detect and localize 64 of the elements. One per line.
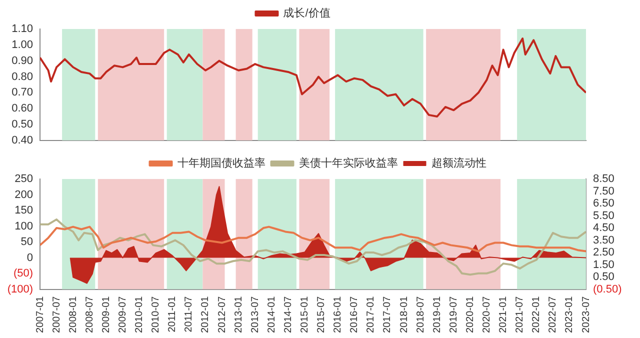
x-tick-label: 2018-01 [398, 296, 410, 334]
y-tick-label: 0.40 [12, 134, 33, 146]
y-tick-label: (50) [13, 268, 33, 280]
y2-tick-label: 2.50 [593, 246, 614, 259]
legend-label: 美债十年实际收益率 [298, 156, 398, 170]
x-tick-label: 2007-07 [51, 296, 62, 334]
y2-tick-label: 7.50 [593, 185, 614, 198]
x-tick-label: 2020-07 [481, 296, 492, 334]
x-tick-label: 2015-07 [316, 296, 328, 334]
x-tick-label: 2009-07 [117, 296, 128, 334]
x-tick-label: 2012-01 [200, 296, 212, 334]
x-tick-label: 2013-07 [250, 296, 261, 334]
y-tick-label: 150 [14, 204, 33, 217]
x-tick-label: 2020-01 [464, 296, 476, 334]
y-tick-label: (100) [7, 283, 33, 296]
x-tick-label: 2012-07 [216, 296, 228, 334]
x-tick-label: 2016-07 [349, 296, 360, 334]
y-tick-label: 0 [26, 252, 33, 264]
x-tick-label: 2018-07 [415, 296, 426, 334]
y2-tick-label: 8.50 [593, 173, 614, 186]
x-tick-label: 2014-01 [266, 296, 278, 334]
x-tick-label: 2019-07 [448, 296, 460, 334]
x-tick-label: 2022-01 [531, 296, 542, 334]
x-tick-label: 2008-01 [68, 296, 79, 334]
y-tick-label: 1.10 [12, 23, 33, 36]
x-tick-label: 2014-07 [282, 296, 294, 334]
y-tick-label: 0.70 [12, 86, 33, 99]
y2-tick-label: 4.50 [593, 222, 614, 234]
x-tick-label: 2011-01 [167, 296, 178, 332]
legend-label: 超额流动性 [431, 156, 486, 170]
y-tick-label: 250 [14, 173, 33, 186]
x-tick-label: 2017-07 [382, 296, 394, 334]
y2-tick-label: (0.50) [593, 283, 622, 296]
x-tick-label: 2016-01 [332, 296, 344, 334]
y2-tick-label: 0.50 [593, 271, 614, 284]
x-tick-label: 2022-07 [548, 296, 559, 334]
x-tick-label: 2007-01 [34, 296, 46, 334]
y2-tick-label: 1.50 [593, 258, 614, 271]
x-tick-label: 2011-07 [184, 296, 195, 332]
x-tick-label: 2013-01 [233, 296, 244, 334]
x-tick-label: 2009-01 [100, 296, 112, 334]
x-tick-label: 2010-07 [150, 296, 162, 334]
y-tick-label: 200 [14, 188, 33, 201]
y-tick-label: 0.60 [12, 102, 33, 115]
legend-label: 成长/价值 [283, 6, 330, 20]
x-tick-label: 2023-07 [580, 296, 592, 334]
legend-label: 十年期国债收益率 [177, 156, 266, 170]
y-tick-label: 1.00 [12, 38, 33, 51]
y2-tick-label: 6.50 [593, 198, 614, 210]
y2-tick-label: 3.50 [593, 234, 614, 246]
x-tick-label: 2023-01 [564, 296, 576, 334]
y-tick-label: 50 [20, 236, 33, 248]
x-tick-label: 2019-01 [432, 296, 443, 334]
y-tick-label: 100 [14, 220, 33, 232]
y-tick-label: 0.50 [12, 118, 33, 131]
x-tick-label: 2017-01 [366, 296, 377, 334]
y2-tick-label: 5.50 [593, 210, 614, 222]
x-tick-label: 2010-01 [134, 296, 146, 334]
x-tick-label: 2021-07 [514, 296, 526, 334]
x-tick-label: 2008-07 [84, 296, 96, 334]
y-tick-label: 0.90 [12, 54, 33, 67]
x-tick-label: 2021-01 [498, 296, 510, 334]
y-tick-label: 0.80 [12, 70, 33, 83]
x-tick-label: 2015-01 [299, 296, 310, 334]
